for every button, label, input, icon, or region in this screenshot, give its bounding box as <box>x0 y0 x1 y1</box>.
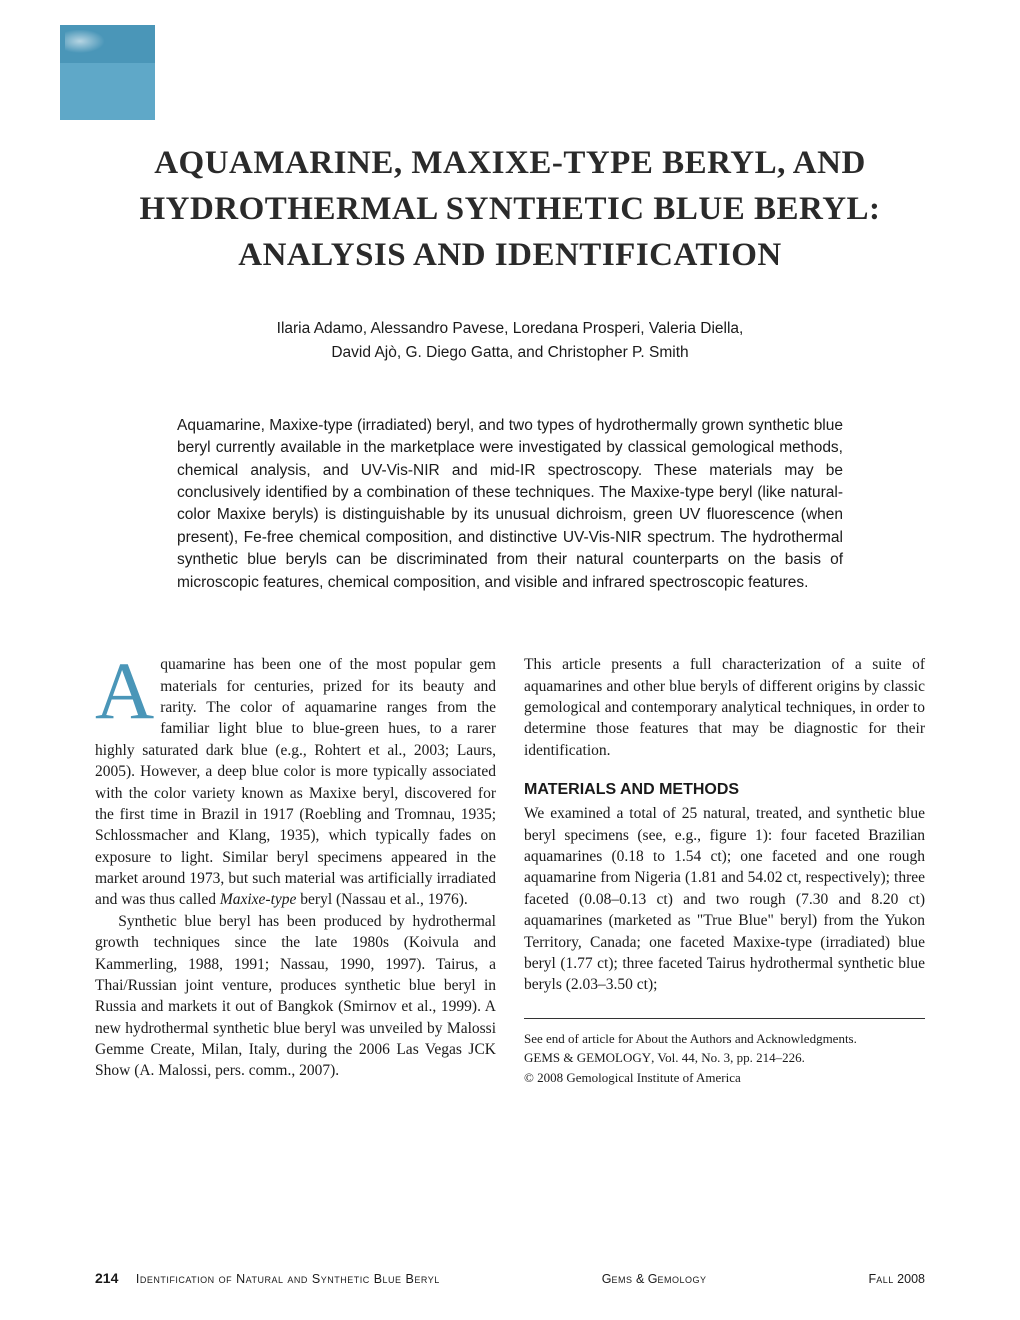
body-para-1: Aquamarine has been one of the most popu… <box>95 654 496 911</box>
body-columns: Aquamarine has been one of the most popu… <box>95 654 925 1087</box>
right-column: This article presents a full characteriz… <box>524 654 925 1087</box>
left-column: Aquamarine has been one of the most popu… <box>95 654 496 1087</box>
running-title: Identification of Natural and Synthetic … <box>136 1272 440 1286</box>
title-line-1: AQUAMARINE, MAXIXE-TYPE BERYL, AND <box>95 140 925 186</box>
author-list: Ilaria Adamo, Alessandro Pavese, Loredan… <box>95 317 925 365</box>
footnote-line-2: GEMS & GEMOLOGY, Vol. 44, No. 3, pp. 214… <box>524 1048 925 1068</box>
logo-bottom-band <box>60 63 155 120</box>
dropcap: A <box>95 654 160 722</box>
abstract: Aquamarine, Maxixe-type (irradiated) ber… <box>177 415 843 595</box>
footnote-line-1: See end of article for About the Authors… <box>524 1029 925 1049</box>
body-para-2: Synthetic blue beryl has been produced b… <box>95 911 496 1082</box>
logo-top-band <box>60 25 155 63</box>
page-number: 214 <box>95 1270 118 1286</box>
footnote-line-3: © 2008 Gemological Institute of America <box>524 1068 925 1088</box>
body-para-4: We examined a total of 25 natural, treat… <box>524 803 925 995</box>
footnote-rule <box>524 1018 925 1019</box>
footer-center: Gems & Gemology <box>602 1272 707 1286</box>
title-line-2: HYDROTHERMAL SYNTHETIC BLUE BERYL: <box>95 186 925 232</box>
author-line-1: Ilaria Adamo, Alessandro Pavese, Loredan… <box>95 317 925 341</box>
footer-left: 214 Identification of Natural and Synthe… <box>95 1270 440 1286</box>
page-footer: 214 Identification of Natural and Synthe… <box>95 1270 925 1286</box>
footer-right: Fall 2008 <box>869 1272 925 1286</box>
footnote-block: See end of article for About the Authors… <box>524 1029 925 1088</box>
article-title: AQUAMARINE, MAXIXE-TYPE BERYL, AND HYDRO… <box>95 140 925 279</box>
section-heading-materials: MATERIALS AND METHODS <box>524 779 925 801</box>
author-line-2: David Ajò, G. Diego Gatta, and Christoph… <box>95 341 925 365</box>
body-para-3: This article presents a full characteriz… <box>524 654 925 761</box>
page-content: AQUAMARINE, MAXIXE-TYPE BERYL, AND HYDRO… <box>0 0 1020 1087</box>
journal-logo <box>60 25 155 120</box>
title-line-3: ANALYSIS AND IDENTIFICATION <box>95 232 925 278</box>
